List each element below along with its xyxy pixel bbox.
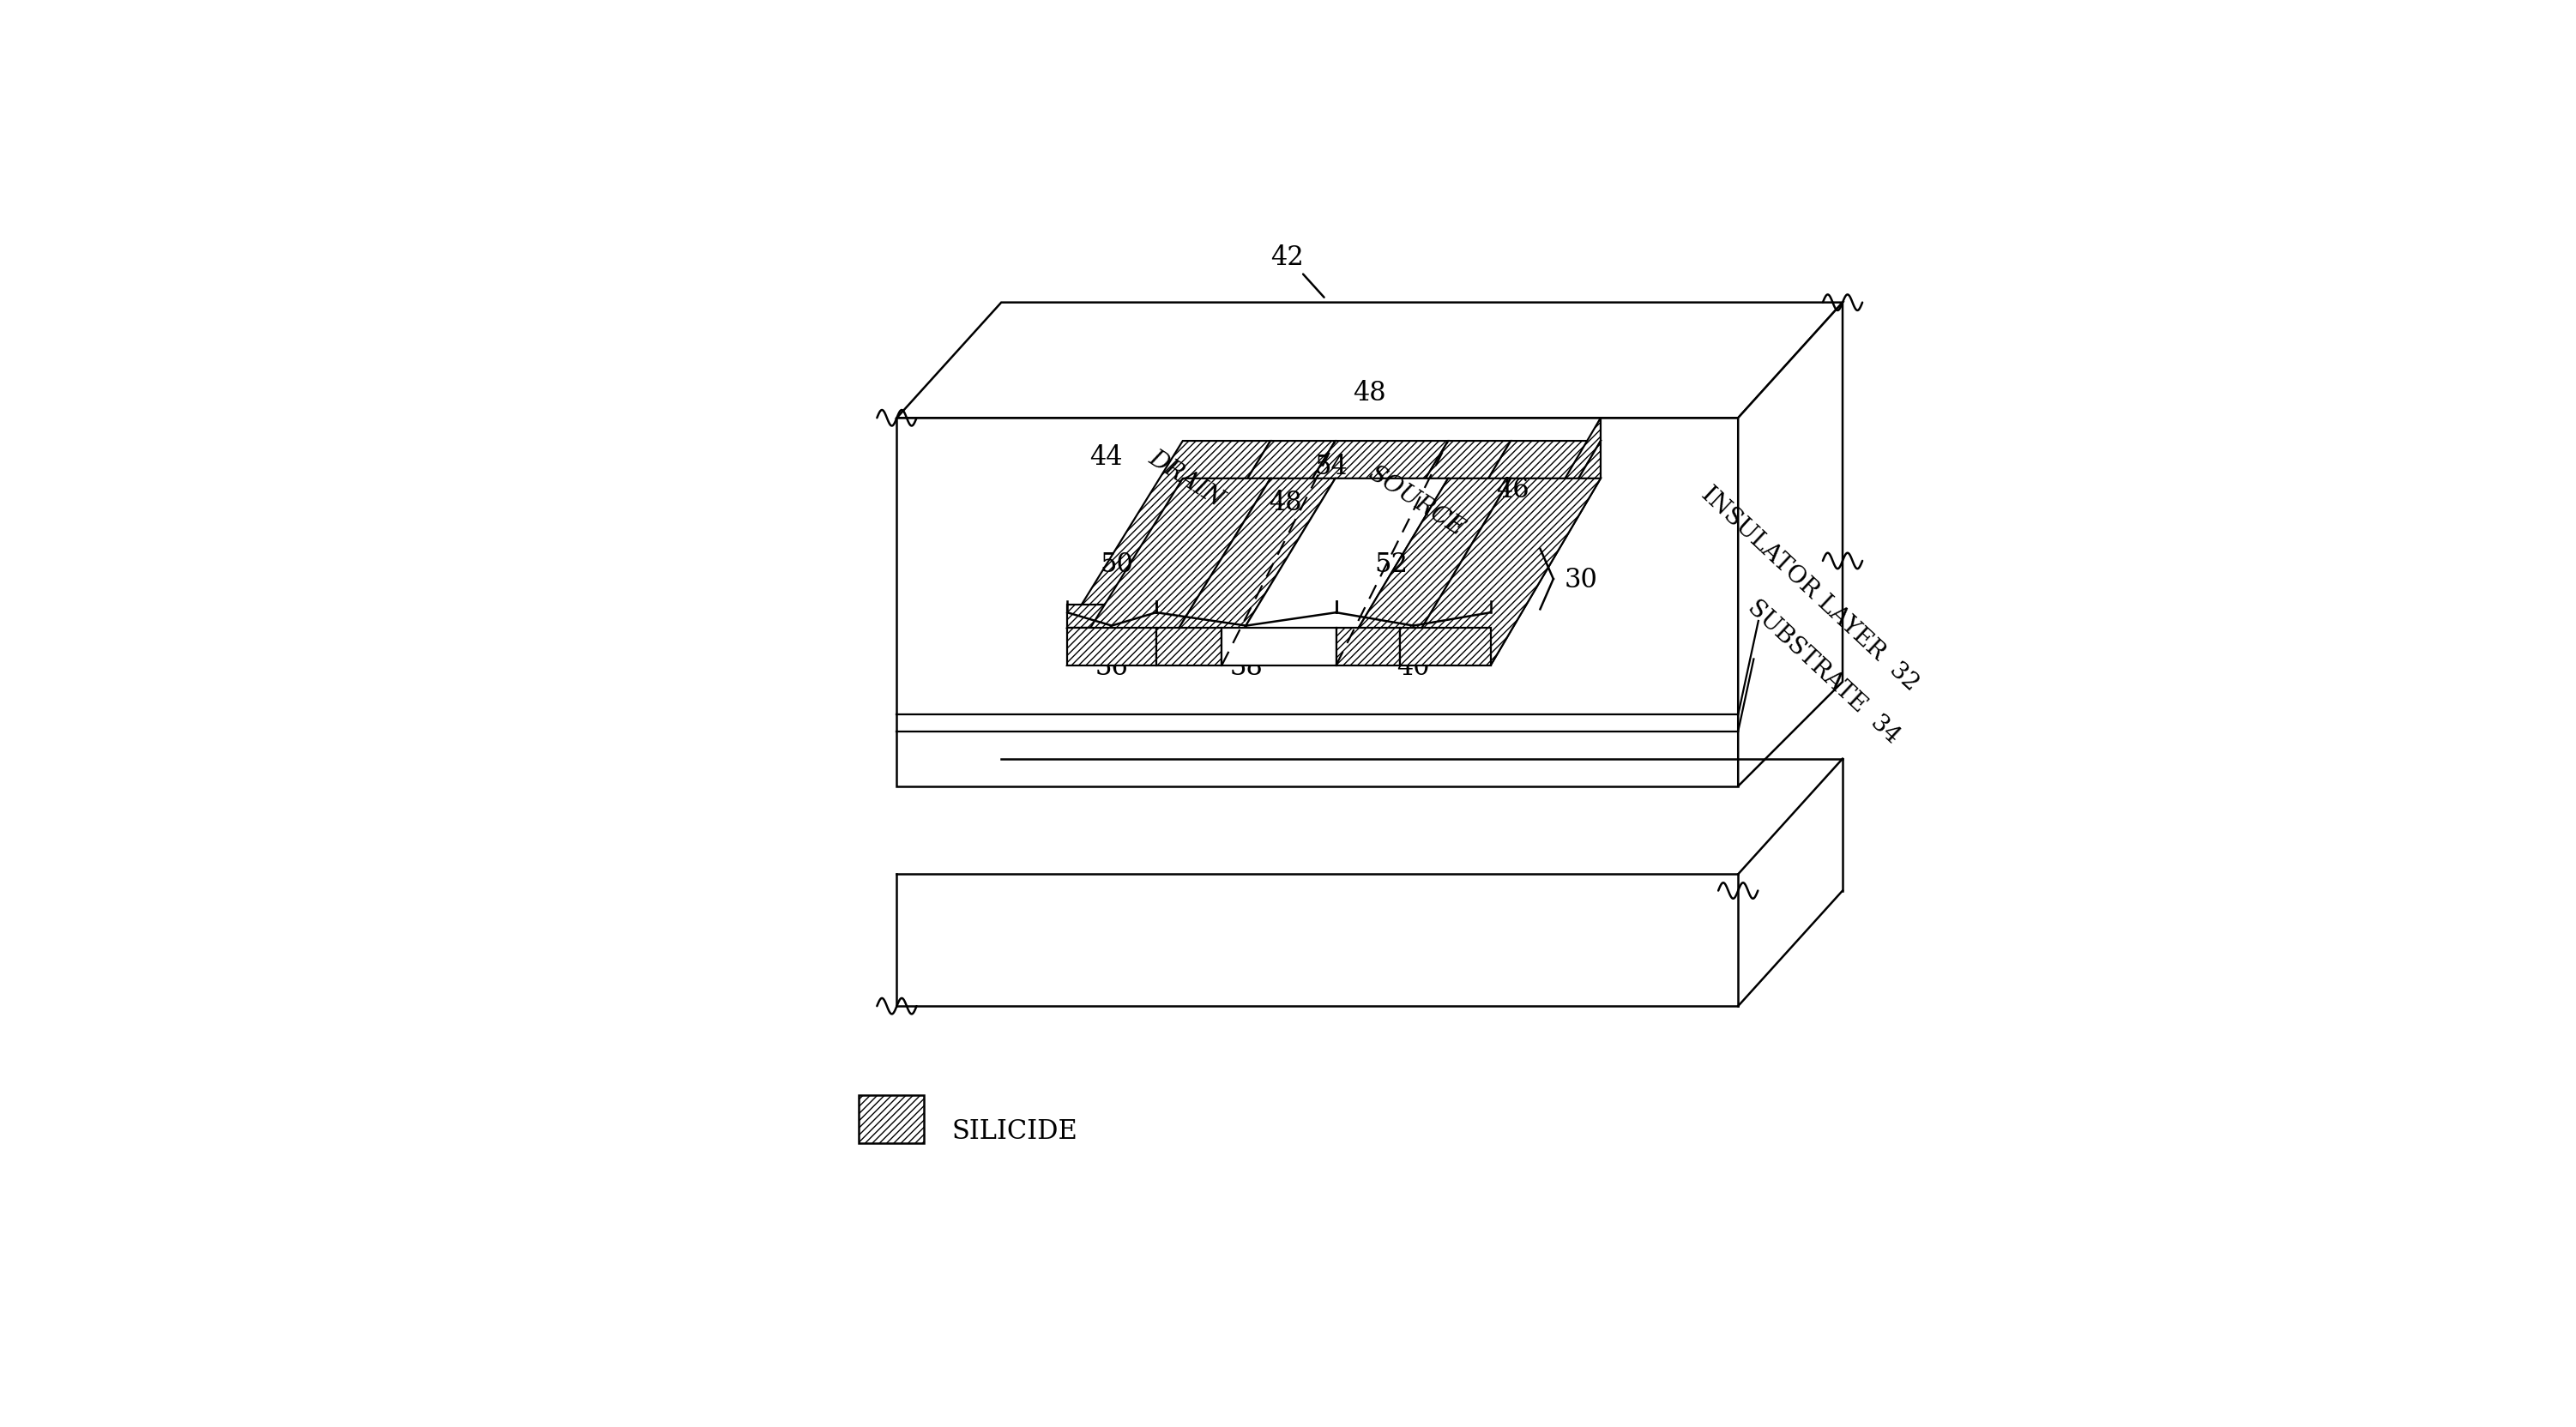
Polygon shape: [1399, 441, 1600, 628]
Text: 52: 52: [1376, 551, 1409, 578]
Polygon shape: [1337, 441, 1510, 628]
Text: 30: 30: [1564, 567, 1597, 592]
Text: 46: 46: [1497, 477, 1530, 504]
Text: SILICIDE: SILICIDE: [951, 1117, 1077, 1144]
Polygon shape: [1066, 479, 1270, 665]
Polygon shape: [896, 418, 1739, 786]
Polygon shape: [1739, 303, 1842, 786]
Polygon shape: [896, 303, 1842, 418]
Polygon shape: [1066, 441, 1270, 628]
Text: 40: 40: [1396, 654, 1430, 681]
Polygon shape: [1492, 418, 1600, 628]
Text: 48: 48: [1267, 489, 1301, 517]
Polygon shape: [1221, 441, 1448, 628]
Text: INSULATOR LAYER  32: INSULATOR LAYER 32: [1698, 482, 1922, 695]
Text: SUBSTRATE  34: SUBSTRATE 34: [1744, 595, 1904, 748]
Polygon shape: [1066, 605, 1157, 628]
Polygon shape: [1157, 479, 1334, 665]
Text: 48: 48: [1352, 380, 1386, 407]
Text: 54: 54: [1314, 454, 1347, 479]
Polygon shape: [1221, 479, 1448, 665]
Text: SOURCE: SOURCE: [1363, 461, 1468, 541]
Polygon shape: [1399, 628, 1492, 665]
Bar: [858, 1096, 925, 1143]
Text: 38: 38: [1229, 654, 1262, 681]
Polygon shape: [1399, 479, 1600, 665]
Polygon shape: [1337, 628, 1399, 665]
Polygon shape: [1221, 628, 1337, 665]
Polygon shape: [1157, 628, 1221, 665]
Text: 50: 50: [1100, 551, 1133, 578]
Polygon shape: [1337, 479, 1510, 665]
Polygon shape: [1337, 605, 1399, 628]
Polygon shape: [1221, 605, 1337, 628]
Text: 36: 36: [1095, 654, 1128, 681]
Text: 44: 44: [1090, 444, 1123, 471]
Polygon shape: [1157, 605, 1221, 628]
Text: 42: 42: [1270, 244, 1324, 298]
Polygon shape: [1066, 628, 1157, 665]
Polygon shape: [1157, 441, 1334, 628]
Polygon shape: [1399, 605, 1492, 628]
Polygon shape: [1492, 441, 1600, 665]
Text: DRAIN: DRAIN: [1144, 447, 1229, 511]
